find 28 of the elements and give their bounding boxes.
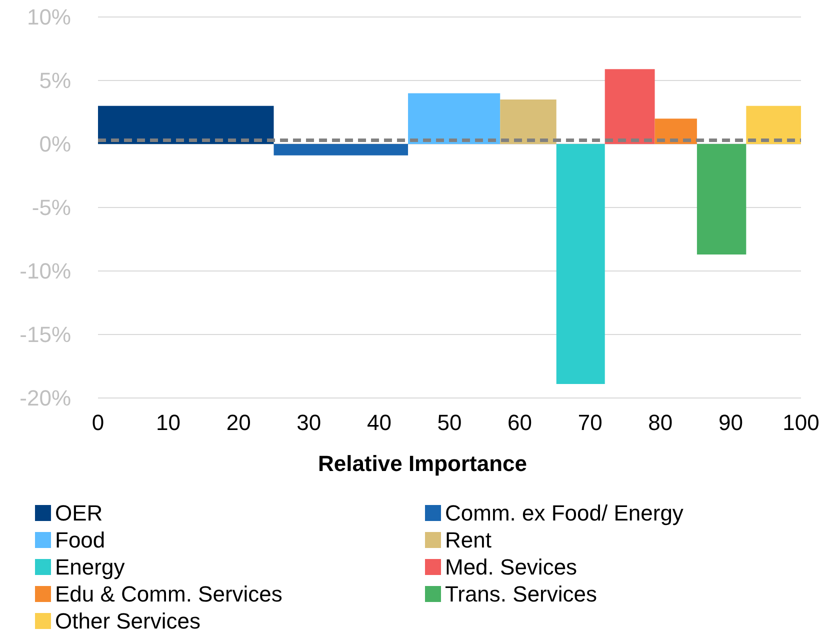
legend-label: Med. Sevices	[445, 554, 578, 580]
y-tick-label: -20%	[20, 386, 71, 411]
x-tick-label: 90	[718, 410, 743, 435]
x-tick-label: 0	[92, 410, 104, 435]
x-axis-title: Relative Importance	[318, 451, 528, 476]
legend-label: Comm. ex Food/ Energy	[445, 500, 684, 526]
x-tick-label: 40	[366, 410, 392, 435]
y-tick-label: -5%	[32, 195, 71, 220]
x-tick-label: 80	[648, 410, 673, 435]
y-tick-label: 5%	[39, 68, 71, 94]
legend-label: OER	[55, 500, 103, 526]
y-tick-label: 0%	[39, 132, 71, 157]
x-tick-label: 100	[782, 410, 820, 435]
legend-label: Trans. Services	[445, 582, 598, 607]
x-tick-label: 70	[578, 410, 602, 435]
y-tick-label: -15%	[20, 322, 71, 348]
legend-label: Energy	[55, 554, 125, 580]
x-tick-label: 10	[156, 410, 181, 435]
legend-label: Rent	[445, 528, 492, 553]
legend-label: Food	[55, 528, 106, 553]
x-tick-label: 50	[437, 410, 462, 435]
legend-label: Edu & Comm. Services	[55, 582, 282, 607]
x-tick-label: 20	[226, 410, 251, 435]
y-tick-label: -10%	[20, 258, 71, 284]
x-tick-label: 60	[508, 410, 532, 435]
legend-label: Other Services	[55, 608, 200, 632]
y-tick-label: 10%	[26, 4, 71, 30]
x-tick-label: 30	[296, 410, 322, 435]
